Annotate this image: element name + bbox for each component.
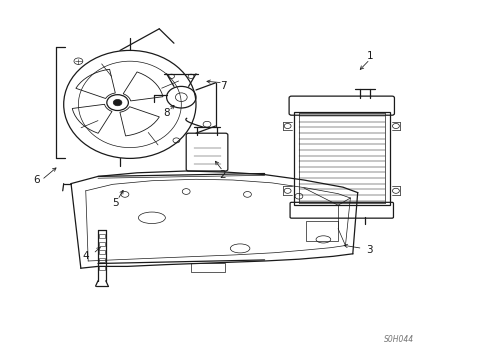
Text: 6: 6 [33,175,40,185]
Bar [306,221,338,241]
Bar [99,250,105,254]
Bar [99,258,105,262]
Text: 4: 4 [82,251,89,261]
Text: 5: 5 [112,198,119,208]
Text: S0H044: S0H044 [384,335,415,344]
Text: 7: 7 [220,81,226,91]
Text: 2: 2 [220,170,226,180]
Text: 8: 8 [163,108,170,118]
Bar [99,266,105,270]
Bar [99,242,105,246]
Bar [191,263,225,272]
Text: 3: 3 [367,245,373,255]
Circle shape [113,99,122,106]
Bar [99,234,105,238]
Text: 1: 1 [367,51,373,61]
